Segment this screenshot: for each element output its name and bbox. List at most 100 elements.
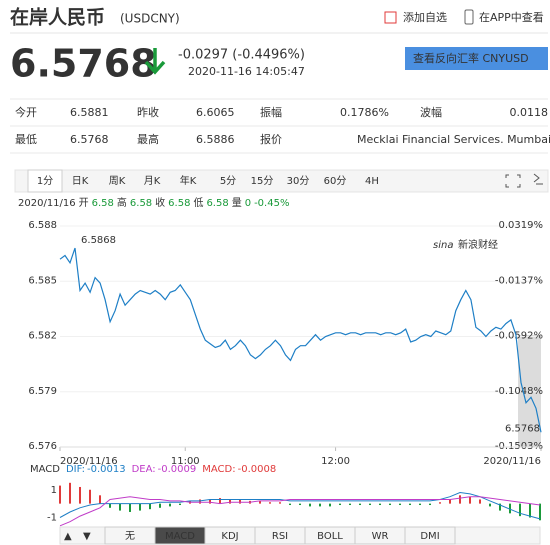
macd-bar <box>149 503 151 510</box>
legend-value: -0.0008 <box>238 464 277 475</box>
info-item: 6.58 <box>92 198 114 209</box>
indicator-tab[interactable]: KDJ <box>221 531 238 542</box>
y2-tick-label: -0.0137% <box>495 275 543 286</box>
tab[interactable]: 月K <box>144 175 161 187</box>
shade <box>518 335 541 447</box>
y2-tick-label: 0.0319% <box>499 220 544 231</box>
macd-bar <box>339 503 341 506</box>
down-arrow <box>144 48 166 75</box>
stat-label: 报价 <box>260 132 282 146</box>
macd-bar <box>289 503 291 506</box>
indicator-tab[interactable]: 无 <box>125 531 135 542</box>
fullscreen-icon[interactable] <box>505 174 521 188</box>
indicator-tab[interactable]: MACD <box>165 531 195 542</box>
legend-name: DEA: <box>132 464 156 475</box>
macd-bar <box>409 503 411 506</box>
macd-line <box>59 491 541 520</box>
stat-value: 0.1786% <box>340 106 389 119</box>
reverse-button[interactable] <box>405 47 548 70</box>
stat-label: 振幅 <box>260 105 282 119</box>
macd-bar <box>209 499 211 504</box>
app-view[interactable]: 在APP中查看 <box>479 10 544 24</box>
macd-bar <box>69 482 71 504</box>
macd-bar <box>269 502 271 504</box>
macd-bar <box>169 503 171 507</box>
quote-time: 2020-11-16 14:05:47 <box>188 65 305 78</box>
macd-bar <box>369 503 371 506</box>
info-item: 低 <box>193 196 203 209</box>
phone-icon[interactable] <box>464 9 474 25</box>
legend-name: MACD: <box>202 464 235 475</box>
macd-bar <box>539 503 541 521</box>
share-icon[interactable] <box>533 173 543 185</box>
macd-bar <box>519 503 521 517</box>
macd-bar <box>309 503 311 507</box>
stat-value: 6.5881 <box>70 106 109 119</box>
y-tick-label: 6.585 <box>28 275 57 286</box>
macd-bar <box>459 495 461 504</box>
tab[interactable]: 1分 <box>37 175 53 187</box>
legend-name: DIF: <box>66 464 85 475</box>
y-tick-label: 6.582 <box>28 331 57 342</box>
y-tick-label: 6.579 <box>28 386 57 397</box>
macd-bar <box>389 503 391 506</box>
indicator-tab[interactable]: BOLL <box>317 531 343 542</box>
info-bar: 2020/11/16 开 6.58 高 6.58 收 6.58 低 6.58 量 0 -0.45% <box>18 196 289 209</box>
stat-value: 0.0118 <box>510 106 549 119</box>
macd-bar <box>329 503 331 507</box>
info-item: 6.58 <box>168 198 190 209</box>
indicator-tab[interactable]: WR <box>372 531 389 542</box>
legend-value: -0.0009 <box>158 464 197 475</box>
macd-bar <box>299 503 301 506</box>
tab[interactable]: 周K <box>109 175 126 187</box>
indicator-tab[interactable]: DMI <box>420 531 439 542</box>
add-watch[interactable]: 添加自选 <box>403 10 447 24</box>
tab[interactable]: 日K <box>72 176 89 187</box>
reverse-label[interactable]: 查看反向汇率 CNYUSD <box>413 51 529 65</box>
macd-bar <box>119 503 121 511</box>
tab-strip <box>14 169 549 193</box>
x-tick-label: 2020/11/16 <box>60 456 118 467</box>
stat-value: 6.5768 <box>70 133 109 146</box>
indicator-tab[interactable]: RSI <box>272 531 288 542</box>
price: 6.5768 <box>10 42 157 86</box>
add-icon[interactable] <box>384 11 397 24</box>
info-item: 0 <box>245 198 251 209</box>
x-tick-label: 11:00 <box>171 456 200 467</box>
macd-legend: MACD DIF: -0.0013 DEA: -0.0009 MACD: -0.0008 <box>30 464 276 475</box>
tab[interactable]: 4H <box>365 176 379 187</box>
up-button[interactable]: ▲ <box>64 531 72 542</box>
macd-bar <box>109 503 111 508</box>
info-item: 6.58 <box>206 198 228 209</box>
title: 在岸人民币 <box>10 6 105 29</box>
macd-tick-label: 1 <box>51 485 57 496</box>
indicator-tab-box[interactable] <box>404 526 456 545</box>
tab[interactable]: 年K <box>180 174 197 187</box>
y2-tick-label: -0.0592% <box>495 331 543 342</box>
stat-label: 波幅 <box>420 106 442 119</box>
macd-bar <box>439 502 441 504</box>
stat-label: 昨收 <box>137 105 159 119</box>
info-item: 收 <box>155 196 165 209</box>
tab[interactable]: 60分 <box>324 175 347 187</box>
macd-bar <box>429 503 431 506</box>
macd-bar <box>399 503 401 506</box>
active-tab <box>27 169 63 193</box>
price-annotation: 6.5868 <box>81 235 116 246</box>
stat-value: Mecklai Financial Services. Mumbai <box>357 133 550 146</box>
macd-bar <box>139 503 141 511</box>
price-line <box>59 247 542 433</box>
macd-bar <box>449 499 451 504</box>
tab[interactable]: 15分 <box>251 175 274 187</box>
macd-line <box>59 496 541 527</box>
macd-bar <box>229 499 231 504</box>
tab[interactable]: 30分 <box>287 175 310 187</box>
macd-bar <box>499 503 501 511</box>
y-tick-label: 6.588 <box>28 220 57 231</box>
tab[interactable]: 5分 <box>220 175 236 187</box>
down-button[interactable]: ▼ <box>83 531 91 542</box>
info-item: 6.58 <box>130 198 152 209</box>
watermark: 新浪财经 <box>458 238 498 251</box>
macd-bar <box>159 503 161 508</box>
